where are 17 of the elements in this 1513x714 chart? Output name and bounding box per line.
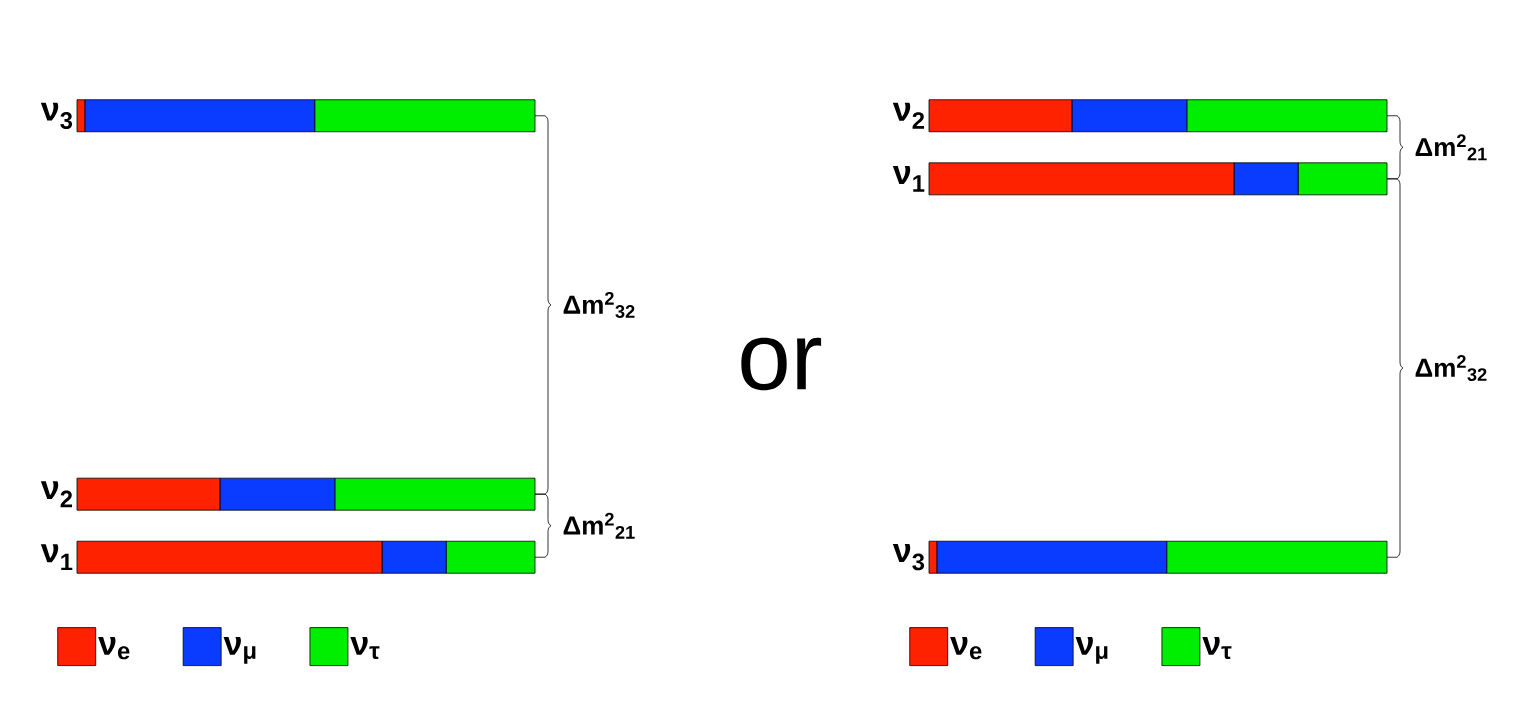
legend-label: ν$_{μ}$ [223,636,256,664]
legend-label: ν$_{τ}$ [1202,636,1232,660]
text: Δm$^{2}$32 [563,291,635,318]
y-tick-label: ν$_{1}$ [892,165,925,192]
y-tick-label: ν$_{1}$ [40,544,73,571]
text: Δm$^{2}$32 [1415,354,1487,382]
text: Δm$^{2}$21 [1415,134,1487,161]
legend-label: ν$_{τ}$ [350,636,380,660]
y-tick-label: ν$_{2}$ [40,481,73,508]
legend-label: ν$_{e}$ [950,636,982,660]
legend-label: ν$_{e}$ [98,636,130,660]
text: or [741,337,822,391]
text: Δm$^{2}$21 [563,512,635,539]
y-tick-label: ν$_{3}$ [40,102,73,129]
y-tick-label: ν$_{3}$ [892,544,925,571]
legend-label: ν$_{μ}$ [1075,636,1108,664]
y-tick-label: ν$_{2}$ [892,102,925,129]
